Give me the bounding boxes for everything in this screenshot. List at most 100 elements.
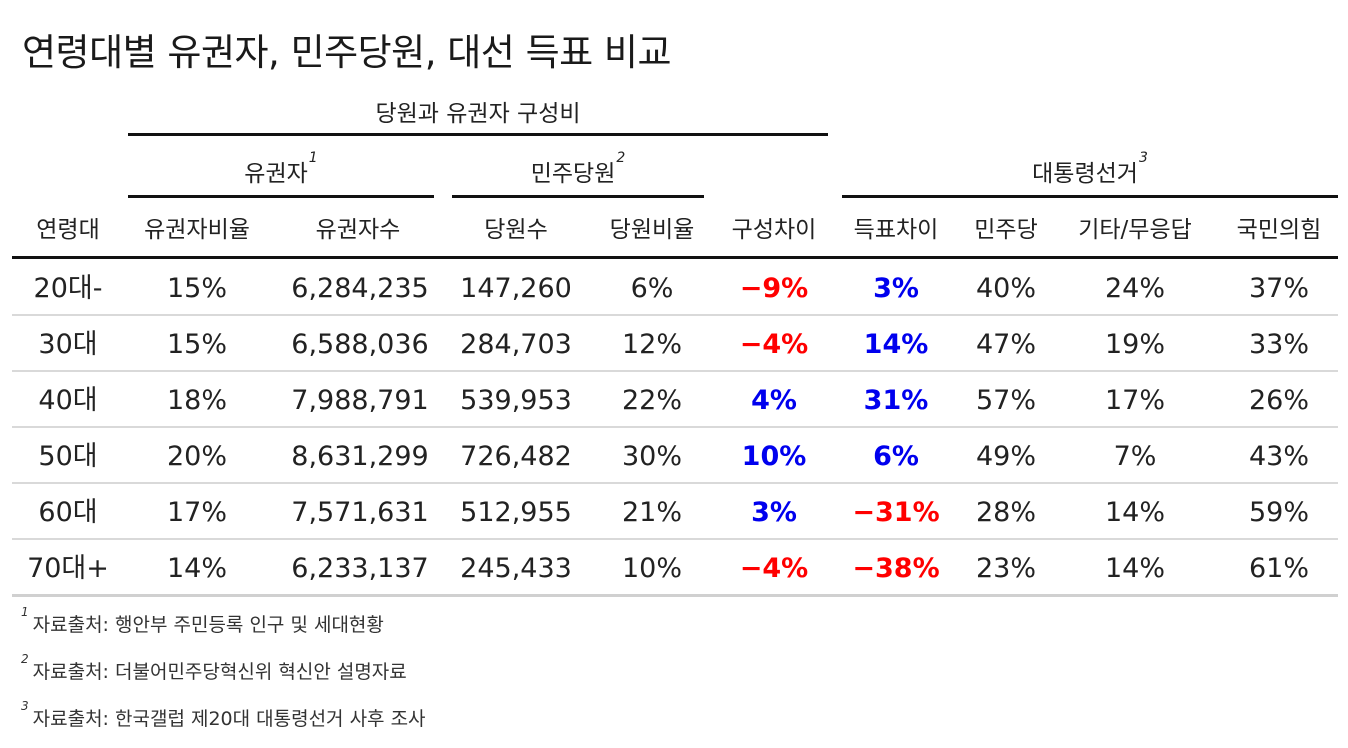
colhead-voter-count: 유권자수 [315, 217, 401, 243]
footnote-3: 3자료출처: 한국갤럽 제20대 대통령선거 사후 조사 [20, 699, 426, 731]
cell-other: 14% [1104, 553, 1165, 584]
cell-composition-diff: −4% [739, 553, 809, 584]
cell-democratic: 49% [975, 441, 1036, 472]
group-label-election-text: 대통령선거 [1032, 161, 1138, 187]
cell-other: 19% [1104, 329, 1165, 360]
cell-voter-count: 7,988,791 [291, 385, 429, 416]
cell-member-count: 245,433 [460, 553, 572, 584]
footnote-2: 2자료출처: 더불어민주당혁신위 혁신안 설명자료 [20, 652, 407, 684]
group-rule-voters [128, 195, 434, 198]
footnote-text: 자료출처: 행안부 주민등록 인구 및 세대현황 [32, 614, 384, 636]
cell-member-count: 284,703 [460, 329, 572, 360]
cell-vote-diff: −31% [852, 497, 940, 528]
cell-other: 14% [1104, 497, 1165, 528]
table-row: 50대 20% 8,631,299 726,482 30% 10% 6% 49% 7% 43% [12, 428, 1338, 484]
cell-democratic: 47% [975, 329, 1036, 360]
cell-age: 20대- [33, 273, 103, 304]
colhead-ppp: 국민의힘 [1236, 217, 1322, 243]
cell-composition-diff: −4% [739, 329, 809, 360]
cell-member-ratio: 6% [630, 273, 674, 304]
cell-ppp: 61% [1248, 553, 1309, 584]
group-rule-members [452, 195, 704, 198]
cell-member-count: 539,953 [460, 385, 572, 416]
footnote-ref-3: 3 [1138, 150, 1148, 166]
cell-vote-diff: −38% [852, 553, 940, 584]
cell-member-count: 726,482 [460, 441, 572, 472]
group-label-composition: 당원과 유권자 구성비 [375, 101, 581, 127]
cell-member-ratio: 22% [621, 385, 682, 416]
table-row: 60대 17% 7,571,631 512,955 21% 3% −31% 28% 14% 59% [12, 484, 1338, 540]
cell-vote-diff: 6% [873, 441, 919, 472]
footnote-number: 2 [21, 652, 29, 666]
cell-vote-diff: 3% [873, 273, 919, 304]
cell-voter-ratio: 18% [166, 385, 227, 416]
cell-voter-ratio: 20% [166, 441, 227, 472]
table-row: 30대 15% 6,588,036 284,703 12% −4% 14% 47% 19% 33% [12, 316, 1338, 372]
cell-voter-count: 6,588,036 [291, 329, 429, 360]
cell-age: 70대+ [27, 553, 109, 584]
group-label-voters-text: 유권자 [244, 161, 308, 187]
colhead-age: 연령대 [36, 217, 100, 243]
cell-other: 24% [1104, 273, 1165, 304]
cell-ppp: 37% [1248, 273, 1309, 304]
cell-age: 30대 [38, 329, 98, 360]
cell-member-ratio: 21% [621, 497, 682, 528]
cell-ppp: 33% [1248, 329, 1309, 360]
footnote-ref-1: 1 [308, 150, 318, 166]
row-divider [12, 426, 1338, 428]
colhead-composition-diff: 구성차이 [731, 217, 817, 243]
cell-member-count: 512,955 [460, 497, 572, 528]
footnote-1: 1자료출처: 행안부 주민등록 인구 및 세대현황 [20, 605, 384, 637]
colhead-vote-diff: 득표차이 [853, 217, 939, 243]
cell-vote-diff: 14% [863, 329, 929, 360]
colhead-member-ratio: 당원비율 [609, 217, 695, 243]
cell-member-ratio: 12% [621, 329, 682, 360]
group-label-election: 대통령선거3 [842, 150, 1338, 188]
colhead-democratic: 민주당 [974, 217, 1038, 243]
cell-voter-ratio: 17% [166, 497, 227, 528]
cell-member-ratio: 30% [621, 441, 682, 472]
header-rule [12, 256, 1338, 259]
cell-voter-count: 6,284,235 [291, 273, 429, 304]
cell-composition-diff: 4% [751, 385, 797, 416]
cell-age: 60대 [38, 497, 98, 528]
table-bottom-rule [12, 594, 1338, 597]
cell-ppp: 43% [1248, 441, 1309, 472]
colhead-member-count: 당원수 [484, 217, 548, 243]
cell-vote-diff: 31% [863, 385, 929, 416]
cell-member-ratio: 10% [621, 553, 682, 584]
group-label-members-text: 민주당원 [530, 161, 616, 187]
footnote-number: 3 [21, 699, 29, 713]
table-row: 70대+ 14% 6,233,137 245,433 10% −4% −38% 23% 14% 6… [12, 540, 1338, 596]
cell-voter-ratio: 14% [166, 553, 227, 584]
cell-voter-count: 8,631,299 [291, 441, 429, 472]
colhead-other: 기타/무응답 [1078, 217, 1192, 243]
cell-voter-count: 7,571,631 [291, 497, 429, 528]
cell-member-count: 147,260 [460, 273, 572, 304]
group-rule-election [842, 195, 1338, 198]
cell-other: 17% [1104, 385, 1165, 416]
cell-democratic: 23% [975, 553, 1036, 584]
footnote-number: 1 [21, 605, 29, 619]
cell-age: 40대 [38, 385, 98, 416]
row-divider [12, 482, 1338, 484]
cell-composition-diff: 3% [751, 497, 797, 528]
row-divider [12, 370, 1338, 372]
group-rule-composition [128, 133, 828, 136]
table-row: 40대 18% 7,988,791 539,953 22% 4% 31% 57% 17% 26% [12, 372, 1338, 428]
row-divider [12, 538, 1338, 540]
group-label-voters: 유권자1 [128, 150, 434, 188]
cell-voter-ratio: 15% [166, 329, 227, 360]
cell-ppp: 26% [1248, 385, 1309, 416]
table-row: 20대- 15% 6,284,235 147,260 6% −9% 3% 40% 24% 37% [12, 260, 1338, 316]
cell-composition-diff: −9% [739, 273, 809, 304]
footnote-text: 자료출처: 더불어민주당혁신위 혁신안 설명자료 [32, 661, 407, 683]
cell-democratic: 28% [975, 497, 1036, 528]
page-title: 연령대별 유권자, 민주당원, 대선 득표 비교 [22, 31, 672, 74]
footnote-ref-2: 2 [616, 150, 626, 166]
cell-democratic: 57% [975, 385, 1036, 416]
cell-other: 7% [1113, 441, 1157, 472]
cell-democratic: 40% [975, 273, 1036, 304]
row-divider [12, 314, 1338, 316]
colhead-voter-ratio: 유권자비율 [144, 217, 250, 243]
